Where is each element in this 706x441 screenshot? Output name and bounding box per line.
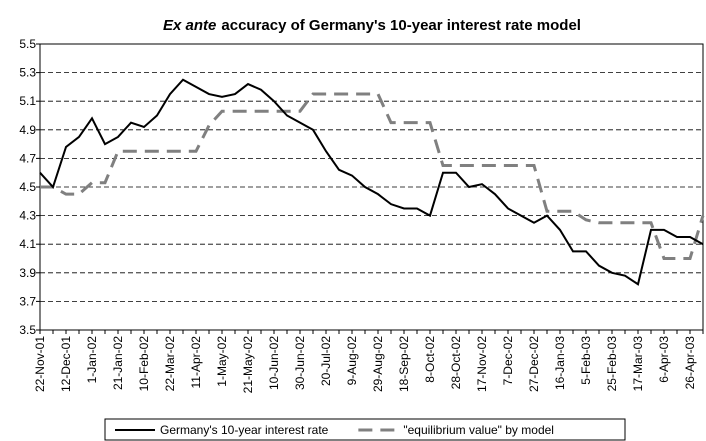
y-tick-label: 5.1	[19, 94, 36, 108]
x-tick-label: 10-Feb-02	[137, 336, 151, 392]
title-text: accuracy of Germany's 10-year interest r…	[221, 17, 581, 34]
x-tick-label: 26-Apr-03	[683, 336, 697, 390]
x-tick-label: 12-Dec-01	[59, 336, 73, 392]
x-tick-label: 10-Jun-02	[267, 336, 281, 390]
y-tick-label: 4.1	[19, 237, 36, 251]
x-tick-label: 28-Oct-02	[449, 336, 463, 390]
series-line	[40, 92, 705, 260]
chart-title: Ex ante accuracy of Germany's 10-year int…	[163, 17, 581, 34]
x-tick-label: 1-May-02	[215, 336, 229, 387]
y-tick-label: 5.5	[19, 37, 36, 51]
x-tick-label: 22-Nov-01	[33, 336, 47, 392]
legend-label: Germany's 10-year interest rate	[160, 423, 329, 437]
x-tick-label: 30-Jun-02	[293, 336, 307, 390]
title-emphasis: Ex ante	[163, 17, 216, 34]
x-tick-label: 1-Jan-02	[85, 336, 99, 384]
legend: Germany's 10-year interest rate "equilibr…	[104, 418, 626, 441]
x-tick-label: 6-Apr-03	[657, 336, 671, 383]
x-tick-label: 25-Feb-03	[605, 336, 619, 392]
x-tick-label: 18-Sep-02	[397, 336, 411, 392]
y-tick-label: 4.7	[19, 151, 36, 165]
y-tick-label: 4.3	[19, 209, 36, 223]
x-tick-label: 16-Jan-03	[553, 336, 567, 390]
series-line	[39, 78, 704, 286]
x-tick-label: 7-Dec-02	[501, 336, 515, 386]
y-tick-label: 4.5	[19, 180, 36, 194]
y-tick-label: 4.9	[19, 123, 36, 137]
x-tick-label: 9-Aug-02	[345, 336, 359, 386]
y-tick-label: 3.9	[19, 266, 36, 280]
x-tick-label: 29-Aug-02	[371, 336, 385, 392]
x-tick-label: 8-Oct-02	[423, 336, 437, 383]
x-tick-label: 11-Apr-02	[189, 336, 203, 389]
x-tick-label: 21-Jan-02	[111, 336, 125, 390]
x-tick-label: 22-Mar-02	[163, 336, 177, 392]
legend-label: "equilibrium value" by model	[403, 423, 554, 437]
x-tick-label: 17-Nov-02	[475, 336, 489, 392]
x-tick-label: 21-May-02	[241, 336, 255, 394]
x-tick-label: 20-Jul-02	[319, 336, 333, 386]
y-tick-label: 3.7	[19, 294, 36, 308]
y-tick-label: 5.3	[19, 66, 36, 80]
x-tick-label: 17-Mar-03	[631, 336, 645, 392]
x-tick-label: 27-Dec-02	[527, 336, 541, 392]
y-tick-label: 3.5	[19, 323, 36, 337]
x-tick-label: 5-Feb-03	[579, 336, 593, 385]
